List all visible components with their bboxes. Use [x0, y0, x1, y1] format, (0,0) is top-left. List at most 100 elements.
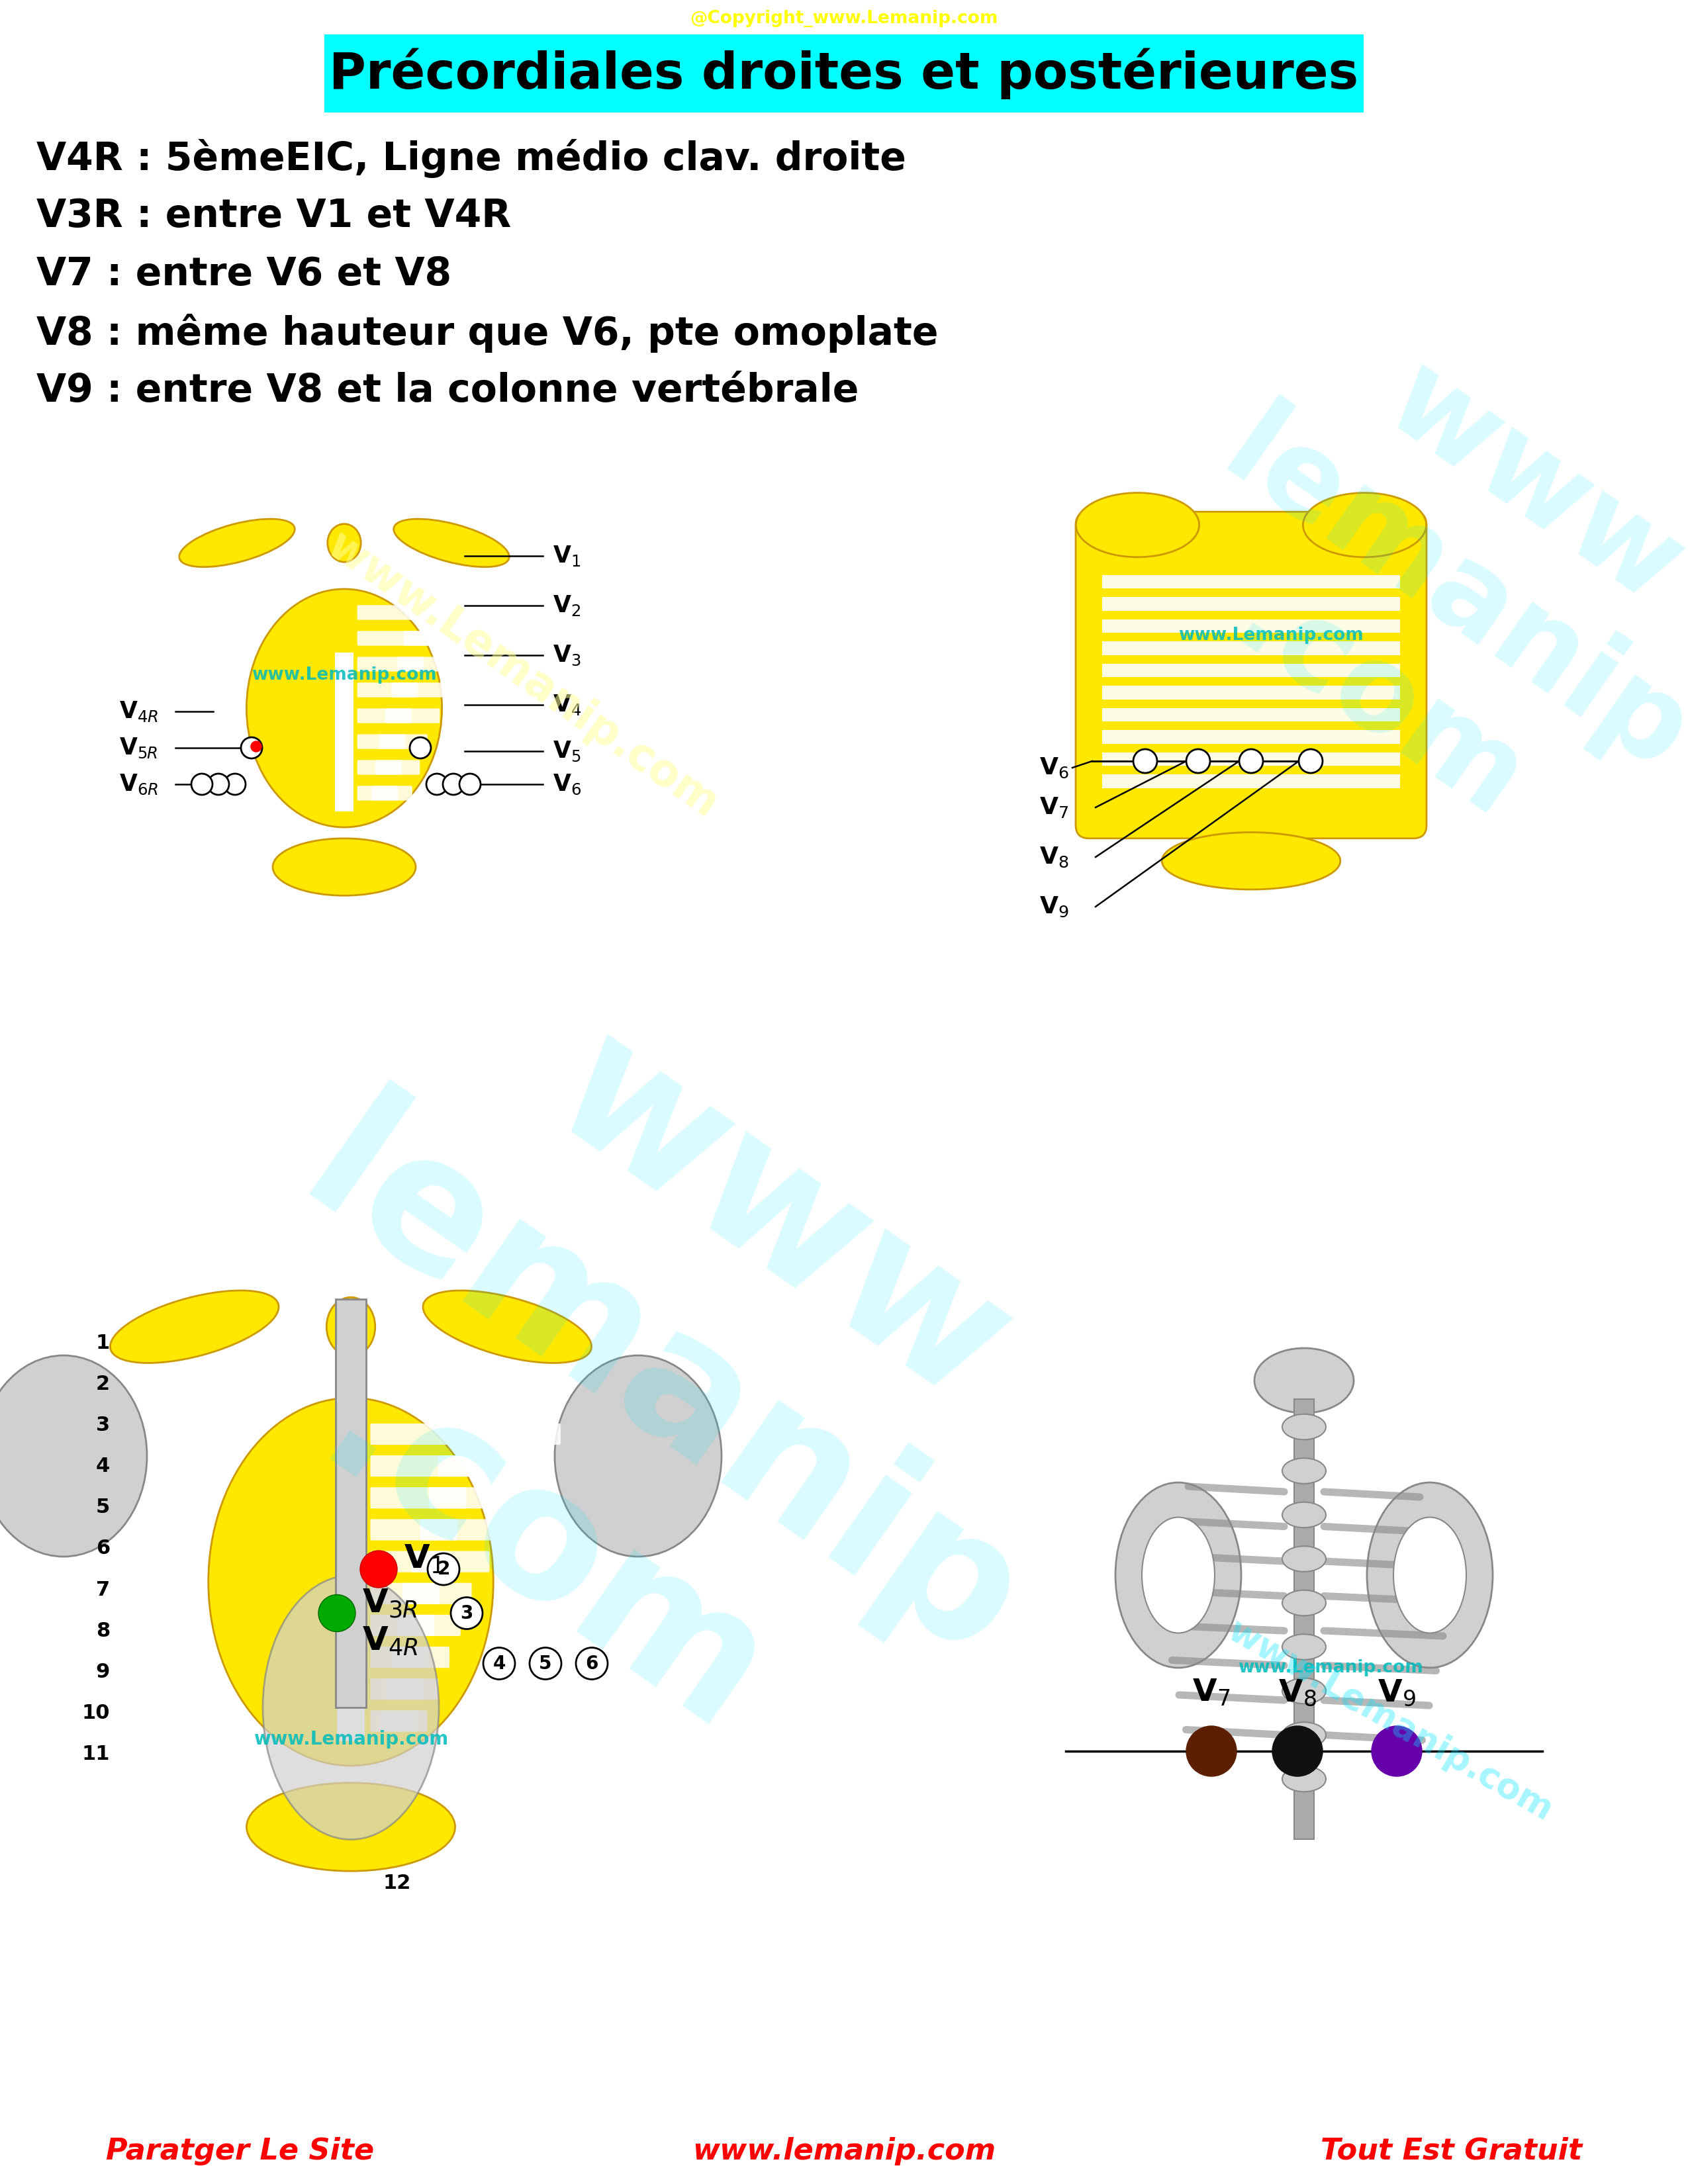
Text: www.Lemanip.com: www.Lemanip.com — [252, 666, 437, 684]
Circle shape — [1133, 749, 1156, 773]
Ellipse shape — [1283, 1677, 1325, 1704]
FancyBboxPatch shape — [370, 1647, 429, 1669]
FancyBboxPatch shape — [358, 631, 430, 646]
FancyBboxPatch shape — [358, 760, 402, 775]
FancyBboxPatch shape — [397, 657, 464, 670]
FancyBboxPatch shape — [1102, 775, 1401, 788]
FancyBboxPatch shape — [412, 1551, 490, 1572]
Text: 6: 6 — [586, 1653, 598, 1673]
Text: 4: 4 — [96, 1457, 110, 1476]
Ellipse shape — [1283, 1546, 1325, 1572]
FancyBboxPatch shape — [1102, 574, 1401, 587]
Text: V$_3$: V$_3$ — [552, 644, 581, 666]
FancyBboxPatch shape — [403, 631, 476, 646]
FancyBboxPatch shape — [392, 1647, 449, 1669]
Text: Tout Est Gratuit: Tout Est Gratuit — [1320, 2136, 1582, 2164]
Text: 12: 12 — [383, 1874, 412, 1894]
Ellipse shape — [555, 1356, 721, 1557]
Ellipse shape — [208, 1398, 493, 1765]
FancyBboxPatch shape — [358, 708, 412, 723]
Text: V8 : même hauteur que V6, pte omoplate: V8 : même hauteur que V6, pte omoplate — [37, 314, 939, 354]
FancyBboxPatch shape — [380, 1710, 427, 1732]
Ellipse shape — [110, 1291, 279, 1363]
Ellipse shape — [179, 520, 295, 568]
FancyBboxPatch shape — [370, 1583, 441, 1605]
Ellipse shape — [424, 1291, 591, 1363]
Text: V$_5$: V$_5$ — [552, 740, 581, 762]
Circle shape — [576, 1647, 608, 1679]
FancyBboxPatch shape — [370, 1679, 424, 1699]
Ellipse shape — [0, 1356, 147, 1557]
FancyBboxPatch shape — [447, 1424, 560, 1446]
Text: V$_{6R}$: V$_{6R}$ — [120, 773, 159, 795]
Ellipse shape — [1283, 1634, 1325, 1660]
Text: V$_2$: V$_2$ — [552, 594, 581, 618]
Circle shape — [1239, 749, 1263, 773]
Circle shape — [451, 1597, 483, 1629]
Text: Précordiales droites et postérieures: Précordiales droites et postérieures — [329, 48, 1359, 98]
Text: 1: 1 — [96, 1332, 110, 1352]
Ellipse shape — [1283, 1767, 1325, 1791]
Text: V$_8$: V$_8$ — [1278, 1677, 1317, 1708]
Text: V9 : entre V8 et la colonne vertébrale: V9 : entre V8 et la colonne vertébrale — [37, 371, 859, 411]
Text: www.lemanip.com: www.lemanip.com — [692, 2136, 996, 2164]
FancyBboxPatch shape — [324, 35, 1364, 114]
Text: 7: 7 — [96, 1581, 110, 1599]
FancyBboxPatch shape — [380, 734, 427, 749]
Circle shape — [530, 1647, 562, 1679]
FancyBboxPatch shape — [1102, 708, 1401, 721]
Text: 4: 4 — [493, 1653, 505, 1673]
FancyBboxPatch shape — [358, 605, 436, 620]
Text: 3: 3 — [461, 1603, 473, 1623]
Text: V$_{4R}$: V$_{4R}$ — [120, 699, 159, 723]
Circle shape — [252, 740, 262, 751]
Text: 6: 6 — [96, 1540, 110, 1557]
Ellipse shape — [326, 1297, 375, 1356]
FancyBboxPatch shape — [420, 1520, 508, 1540]
Ellipse shape — [246, 1782, 456, 1872]
Text: V3R : entre V1 et V4R: V3R : entre V1 et V4R — [37, 197, 511, 236]
Ellipse shape — [1283, 1723, 1325, 1747]
FancyBboxPatch shape — [370, 1424, 484, 1446]
FancyBboxPatch shape — [402, 1583, 471, 1605]
Text: @Copyright_www.Lemanip.com: @Copyright_www.Lemanip.com — [690, 11, 998, 26]
Ellipse shape — [327, 524, 361, 561]
FancyBboxPatch shape — [370, 1455, 476, 1476]
FancyBboxPatch shape — [1102, 664, 1401, 677]
Text: V$_{5R}$: V$_{5R}$ — [120, 736, 157, 760]
Text: 10: 10 — [81, 1704, 110, 1723]
Text: V$_1$: V$_1$ — [552, 544, 581, 568]
Circle shape — [1187, 749, 1210, 773]
Text: V$_1$: V$_1$ — [403, 1544, 444, 1575]
FancyBboxPatch shape — [1295, 1400, 1313, 1839]
FancyBboxPatch shape — [358, 684, 419, 697]
Text: www
lemanip
.com: www lemanip .com — [152, 909, 1171, 1870]
Text: 3: 3 — [96, 1415, 110, 1435]
Circle shape — [319, 1594, 356, 1631]
FancyBboxPatch shape — [1075, 511, 1426, 839]
Ellipse shape — [1303, 494, 1426, 557]
Circle shape — [225, 773, 245, 795]
FancyBboxPatch shape — [410, 605, 488, 620]
Circle shape — [360, 1551, 397, 1588]
Text: V$_{4R}$: V$_{4R}$ — [363, 1625, 419, 1658]
FancyBboxPatch shape — [370, 1614, 434, 1636]
FancyBboxPatch shape — [429, 1487, 525, 1509]
Ellipse shape — [1283, 1459, 1325, 1483]
Circle shape — [427, 773, 447, 795]
Text: 8: 8 — [96, 1621, 110, 1640]
Circle shape — [459, 773, 481, 795]
FancyBboxPatch shape — [385, 1679, 439, 1699]
Ellipse shape — [1393, 1518, 1467, 1634]
Text: www
lemanip
.com: www lemanip .com — [1124, 284, 1688, 909]
FancyBboxPatch shape — [1102, 686, 1401, 699]
Circle shape — [1372, 1725, 1421, 1776]
Text: 9: 9 — [96, 1662, 110, 1682]
Text: V$_7$: V$_7$ — [1192, 1677, 1231, 1708]
Ellipse shape — [1254, 1348, 1354, 1413]
Ellipse shape — [273, 839, 415, 895]
Circle shape — [427, 1553, 459, 1586]
FancyBboxPatch shape — [1102, 729, 1401, 745]
FancyBboxPatch shape — [385, 708, 439, 723]
FancyBboxPatch shape — [1102, 596, 1401, 612]
